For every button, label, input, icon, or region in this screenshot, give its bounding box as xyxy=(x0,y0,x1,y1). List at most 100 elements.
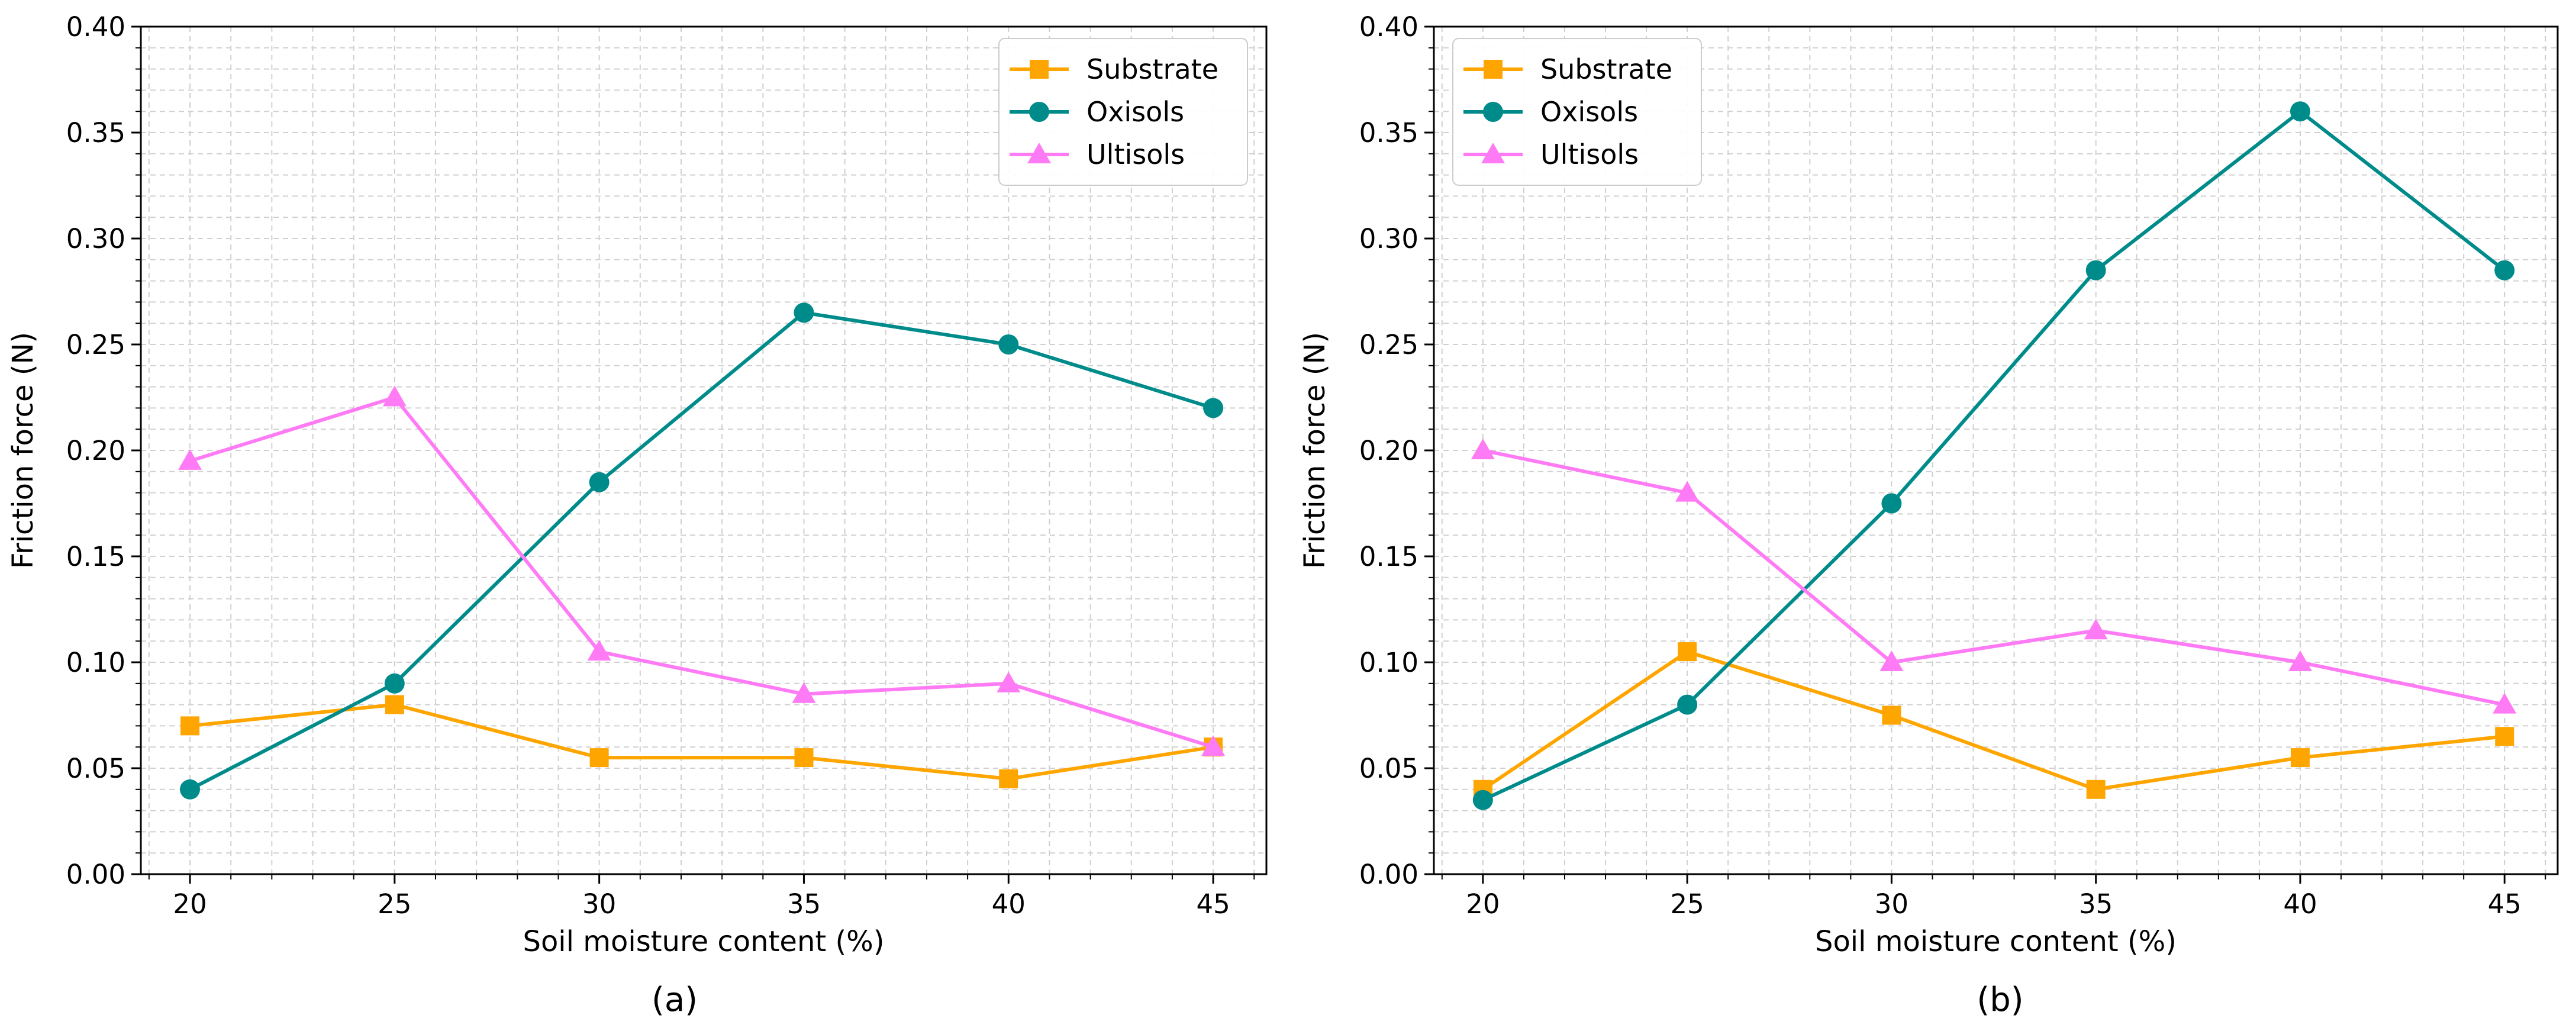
legend-ultisols-marker xyxy=(1481,143,1505,163)
oxisols-point xyxy=(2290,101,2310,122)
substrate-point xyxy=(2290,748,2310,768)
series-ultisols xyxy=(178,385,1226,756)
legend-oxisols-marker xyxy=(1029,102,1049,122)
y-tick-label: 0.30 xyxy=(1359,223,1418,254)
y-tick-label: 0.40 xyxy=(1359,11,1418,43)
x-tick-label: 45 xyxy=(1196,888,1230,920)
substrate-point xyxy=(999,769,1018,788)
y-axis-label: Friction force (N) xyxy=(1298,332,1331,569)
ultisols-point xyxy=(2084,618,2108,640)
oxisols-point xyxy=(2494,260,2515,281)
substrate-point xyxy=(1678,642,1697,662)
panel-caption: (a) xyxy=(652,981,698,1019)
panel-caption: (b) xyxy=(1977,981,2023,1019)
ultisols-point xyxy=(587,640,611,661)
panel-a: 20 25 30 35 40 45 0.00 0.05 0.10 0.15 0.20 0.25 0.30… xyxy=(7,11,1268,1019)
series-substrate xyxy=(1473,642,2514,799)
oxisols-point xyxy=(2085,260,2106,281)
y-tick-label: 0.10 xyxy=(1359,647,1418,678)
legend-box xyxy=(1452,38,1702,186)
legend: Substrate Oxisols Ultisols xyxy=(998,38,1248,186)
x-axis-label: Soil moisture content (%) xyxy=(523,925,884,958)
ultisols-point xyxy=(2493,692,2517,714)
legend-substrate-label: Substrate xyxy=(1087,53,1218,85)
legend-oxisols-label: Oxisols xyxy=(1540,96,1638,128)
series-substrate xyxy=(180,695,1223,788)
legend-ultisols-label: Ultisols xyxy=(1087,138,1185,170)
series-oxisols xyxy=(1472,101,2515,810)
y-tick-label: 0.20 xyxy=(1359,435,1418,466)
legend-substrate-label: Substrate xyxy=(1540,53,1672,85)
x-tick-label: 25 xyxy=(1671,888,1704,920)
y-tick-label: 0.20 xyxy=(66,435,125,466)
substrate-point xyxy=(589,748,609,768)
x-tick-label: 40 xyxy=(992,888,1026,920)
x-tick-label: 25 xyxy=(378,888,411,920)
y-tick-label: 0.25 xyxy=(66,329,125,360)
y-tick-label: 0.35 xyxy=(1359,117,1418,149)
oxisols-line xyxy=(189,311,1214,791)
substrate-point xyxy=(2086,779,2106,799)
x-tick-label: 35 xyxy=(787,888,821,920)
y-tick-label: 0.35 xyxy=(66,117,125,149)
oxisols-point xyxy=(1203,398,1224,418)
y-tick-label: 0.40 xyxy=(66,11,125,43)
legend-substrate-marker xyxy=(1030,60,1049,79)
x-tick-label: 30 xyxy=(1875,888,1908,920)
ultisols-point xyxy=(997,671,1021,692)
substrate-point xyxy=(1882,705,1901,725)
y-tick-label: 0.10 xyxy=(66,647,125,678)
legend-oxisols-label: Oxisols xyxy=(1087,96,1184,128)
ultisols-point xyxy=(1879,650,1904,671)
substrate-point xyxy=(2495,727,2514,746)
substrate-point xyxy=(180,716,199,736)
oxisols-point xyxy=(1677,694,1698,715)
ultisols-point xyxy=(1201,735,1226,756)
ultisols-point xyxy=(178,449,202,470)
y-tick-label: 0.00 xyxy=(66,859,125,890)
oxisols-point xyxy=(998,334,1019,355)
ultisols-line xyxy=(189,395,1214,749)
y-tick-label: 0.15 xyxy=(66,541,125,572)
x-axis-label: Soil moisture content (%) xyxy=(1815,925,2177,958)
x-tick-label: 45 xyxy=(2488,888,2522,920)
panel-b: 20 25 30 35 40 45 0.00 0.05 0.10 0.15 0.20 0.25 0.30… xyxy=(1298,11,2559,1019)
y-axis-label: Friction force (N) xyxy=(7,332,40,569)
oxisols-point xyxy=(1881,493,1902,514)
oxisols-point xyxy=(179,779,200,800)
substrate-line xyxy=(1482,650,2505,791)
x-tick-label: 20 xyxy=(1466,888,1500,920)
y-tick-label: 0.15 xyxy=(1359,541,1418,572)
x-tick-label: 35 xyxy=(2079,888,2113,920)
x-tick-label: 20 xyxy=(173,888,207,920)
y-tick-label: 0.00 xyxy=(1359,859,1418,890)
ultisols-line xyxy=(1482,449,2505,707)
series-ultisols xyxy=(1471,439,2517,714)
ultisols-point xyxy=(382,385,407,407)
legend-oxisols-marker xyxy=(1483,102,1503,122)
y-tick-label: 0.05 xyxy=(1359,753,1418,784)
oxisols-point xyxy=(589,472,610,492)
legend-ultisols-marker xyxy=(1027,143,1051,163)
series-oxisols xyxy=(179,302,1224,800)
y-tick-label: 0.30 xyxy=(66,223,125,254)
legend: Substrate Oxisols Ultisols xyxy=(1452,38,1702,186)
y-tick-label: 0.25 xyxy=(1359,329,1418,360)
legend-ultisols-label: Ultisols xyxy=(1540,138,1639,170)
substrate-point xyxy=(385,695,404,714)
x-tick-label: 40 xyxy=(2283,888,2317,920)
oxisols-point xyxy=(1472,790,1493,810)
oxisols-point xyxy=(384,673,405,694)
oxisols-point xyxy=(794,302,814,323)
legend-box xyxy=(998,38,1248,186)
grid xyxy=(1434,26,2558,875)
ultisols-point xyxy=(792,682,816,703)
x-tick-label: 30 xyxy=(582,888,616,920)
y-tick-label: 0.05 xyxy=(66,753,125,784)
legend-substrate-marker xyxy=(1484,60,1503,79)
ultisols-point xyxy=(1675,481,1700,502)
substrate-line xyxy=(189,703,1214,781)
oxisols-line xyxy=(1482,109,2506,802)
ultisols-point xyxy=(2288,650,2312,671)
